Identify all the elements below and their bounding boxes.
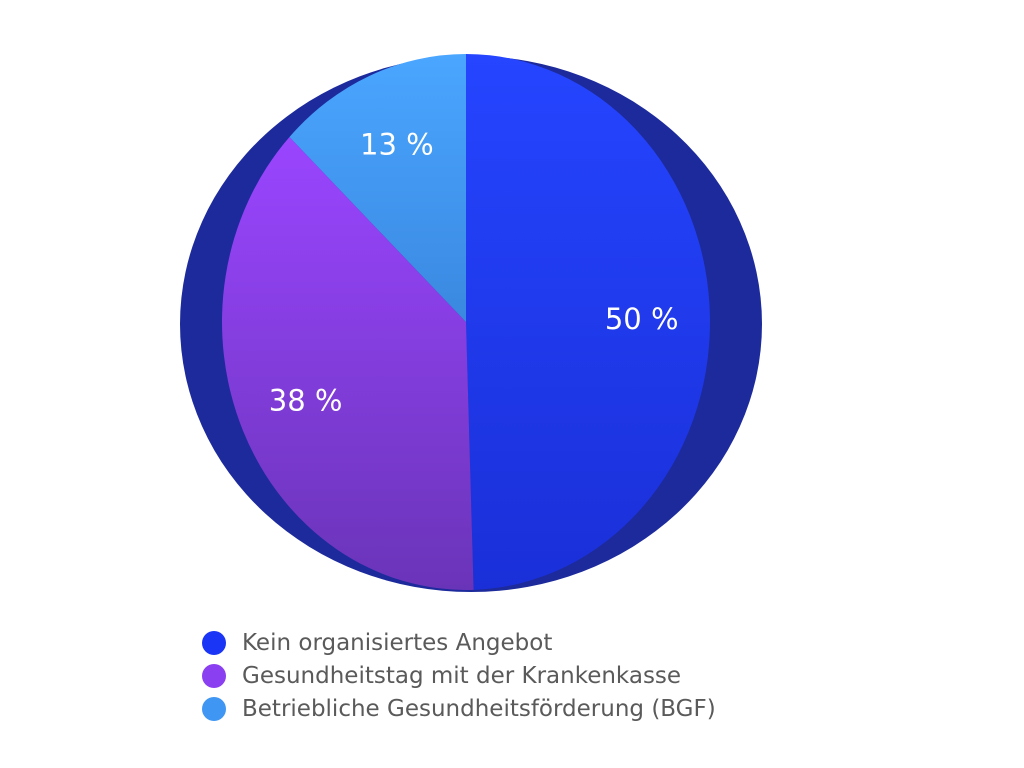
legend-label-1: Gesundheitstag mit der Krankenkasse xyxy=(242,662,682,689)
legend-label-2: Betriebliche Gesundheitsförderung (BGF) xyxy=(242,695,716,722)
slice-label-0: 50 % xyxy=(605,302,679,336)
legend-marker-0 xyxy=(202,630,226,655)
legend-item-2: Betriebliche Gesundheitsförderung (BGF) xyxy=(202,692,922,725)
pie-slice-1 xyxy=(222,136,474,590)
slice-label-1: 38 % xyxy=(269,384,343,418)
pie-slice-2 xyxy=(289,54,466,322)
legend-marker-1 xyxy=(202,663,226,688)
legend-item-0: Kein organisiertes Angebot xyxy=(202,626,922,659)
slice-label-2: 13 % xyxy=(360,128,434,162)
legend-label-0: Kein organisiertes Angebot xyxy=(242,629,553,656)
legend-marker-2 xyxy=(202,696,226,721)
pie-slice-0 xyxy=(466,54,710,590)
legend: Kein organisiertes Angebot Gesundheitsta… xyxy=(202,626,922,725)
legend-item-1: Gesundheitstag mit der Krankenkasse xyxy=(202,659,922,692)
